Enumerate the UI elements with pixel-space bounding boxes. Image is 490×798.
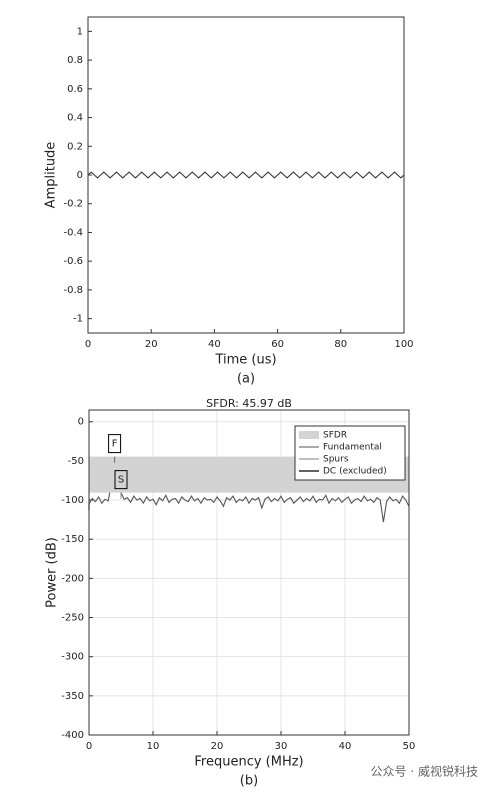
- legend-swatch: [299, 431, 319, 439]
- x-tick-label: 60: [271, 339, 284, 350]
- y-tick-label: -0.2: [63, 199, 83, 210]
- x-tick-label: 80: [334, 339, 347, 350]
- annotation: S: [118, 475, 124, 486]
- y-tick-label: -400: [61, 730, 84, 741]
- x-tick-label: 10: [147, 741, 160, 752]
- x-tick-label: 50: [403, 741, 416, 752]
- series-line: [87, 171, 405, 179]
- x-tick-label: 30: [275, 741, 288, 752]
- legend-label: Fundamental: [323, 443, 382, 453]
- x-tick-label: 40: [208, 339, 221, 350]
- x-tick-label: 40: [339, 741, 352, 752]
- x-tick-label: 100: [394, 339, 413, 350]
- y-tick-label: -350: [61, 691, 84, 702]
- x-tick-label: 0: [85, 339, 91, 350]
- annotation-box: [108, 434, 122, 454]
- x-tick-label: 20: [211, 741, 224, 752]
- x-tick-label: 0: [86, 741, 92, 752]
- y-tick-label: -1: [73, 314, 83, 325]
- x-axis-label: Frequency (MHz): [194, 755, 303, 770]
- y-tick-label: -0.4: [63, 227, 83, 238]
- y-tick-label: 0.2: [67, 141, 83, 152]
- y-tick-label: 0: [77, 170, 83, 181]
- axes-frame: [87, 16, 405, 334]
- watermark: 公众号 · 威视锐科技: [371, 764, 478, 779]
- legend-label: SFDR: [323, 431, 347, 441]
- y-tick-label: 0.6: [67, 84, 83, 95]
- x-axis-label: Time (us): [214, 353, 276, 368]
- y-tick-label: -50: [68, 456, 84, 467]
- y-tick-label: 0.8: [67, 55, 83, 66]
- y-tick-label: -200: [61, 573, 84, 584]
- y-tick-label: 0: [78, 417, 84, 428]
- y-tick-label: 1: [77, 26, 83, 37]
- annotation: F: [112, 439, 118, 450]
- y-axis-label: Amplitude: [44, 142, 59, 209]
- x-tick-label: 20: [145, 339, 158, 350]
- y-tick-label: -300: [61, 652, 84, 663]
- caption: (b): [240, 774, 258, 789]
- y-tick-label: -100: [61, 495, 84, 506]
- y-tick-label: -0.8: [63, 285, 83, 296]
- caption: (a): [237, 372, 255, 387]
- chart-title: SFDR: 45.97 dB: [206, 397, 292, 410]
- y-tick-label: -0.6: [63, 256, 83, 267]
- legend-label: Spurs: [323, 455, 349, 465]
- annotation-box: [114, 470, 128, 490]
- legend-label: DC (excluded): [323, 467, 387, 477]
- y-tick-label: -150: [61, 534, 84, 545]
- y-axis-label: Power (dB): [45, 537, 60, 608]
- y-tick-label: -250: [61, 613, 84, 624]
- y-tick-label: 0.4: [67, 113, 83, 124]
- series-line: [88, 456, 410, 523]
- axes-frame: [88, 409, 410, 736]
